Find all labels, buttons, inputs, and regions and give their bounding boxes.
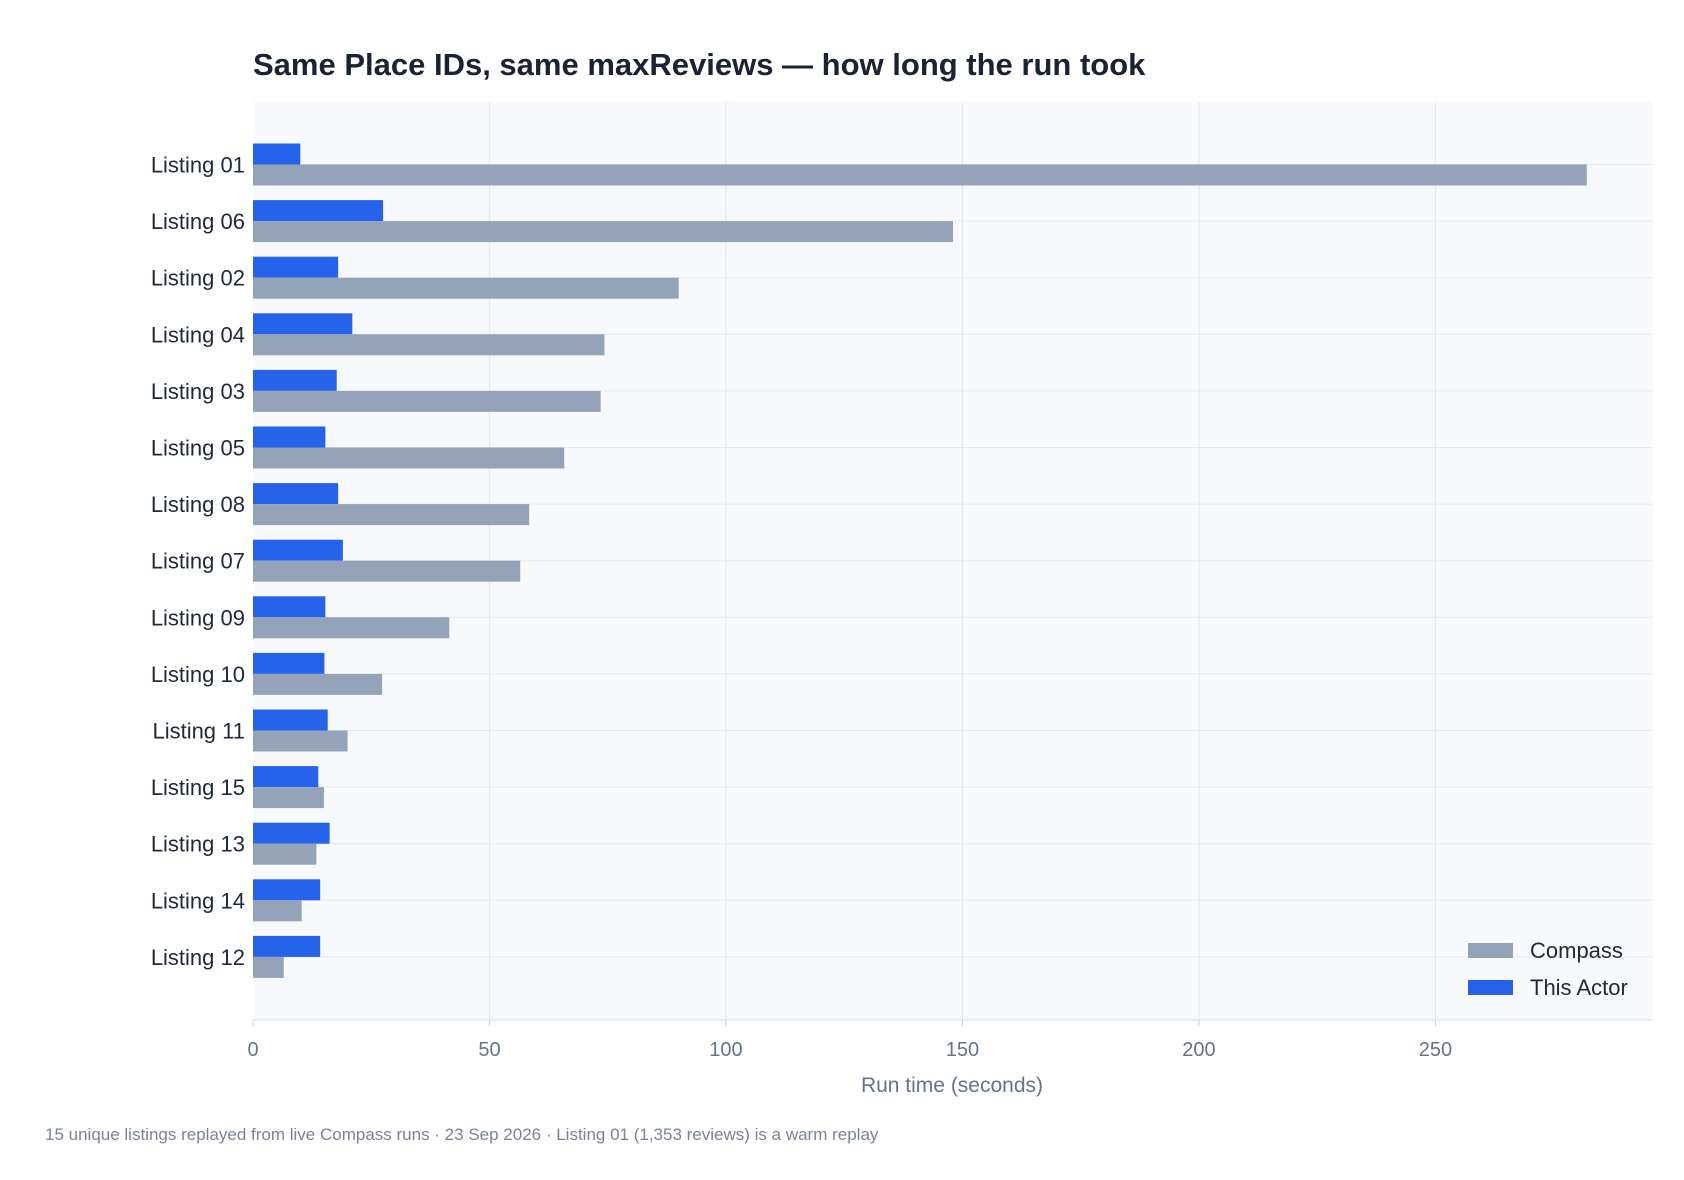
category-label: Listing 11	[152, 719, 245, 744]
bar-this-actor	[253, 596, 326, 618]
category-label: Listing 05	[151, 436, 245, 461]
category-label: Listing 08	[151, 492, 245, 517]
category-label: Listing 07	[151, 549, 245, 574]
bar-compass	[253, 504, 530, 526]
bar-this-actor	[253, 652, 325, 674]
bar-this-actor	[253, 426, 326, 448]
legend-swatch-this-actor	[1468, 980, 1513, 995]
x-axis-title: Run time (seconds)	[861, 1074, 1043, 1097]
category-label: Listing 09	[151, 605, 245, 630]
bar-compass	[253, 560, 521, 582]
bar-this-actor	[253, 766, 319, 788]
bar-this-actor	[253, 709, 328, 731]
bar-this-actor	[253, 539, 343, 561]
x-tick-label: 150	[946, 1039, 979, 1061]
footnote: 15 unique listings replayed from live Co…	[45, 1125, 879, 1144]
legend-swatch-compass	[1468, 943, 1513, 958]
bar-compass	[253, 787, 324, 809]
category-label: Listing 02	[151, 266, 245, 291]
bar-this-actor	[253, 313, 353, 335]
x-tick-label: 50	[478, 1039, 500, 1061]
bar-this-actor	[253, 256, 339, 278]
category-label: Listing 10	[151, 662, 245, 687]
bar-this-actor	[253, 200, 384, 222]
category-label: Listing 12	[151, 945, 245, 970]
x-tick-label: 200	[1182, 1039, 1215, 1061]
bar-compass	[253, 617, 450, 639]
category-label: Listing 03	[151, 379, 245, 404]
x-tick-label: 250	[1419, 1039, 1452, 1061]
bar-this-actor	[253, 822, 330, 844]
bar-compass	[253, 277, 679, 299]
bar-this-actor	[253, 879, 321, 901]
bar-compass	[253, 447, 565, 469]
bar-compass	[253, 900, 302, 922]
bar-compass	[253, 730, 348, 752]
bars	[253, 143, 1587, 978]
x-tick-label: 0	[247, 1039, 258, 1061]
legend: Compass This Actor	[1468, 938, 1628, 1000]
bar-compass	[253, 956, 284, 978]
bar-compass	[253, 164, 1587, 186]
bar-this-actor	[253, 143, 301, 165]
legend-label-this-actor: This Actor	[1530, 975, 1628, 1000]
bar-this-actor	[253, 483, 339, 505]
bar-compass	[253, 221, 953, 243]
bar-compass	[253, 334, 605, 356]
category-label: Listing 04	[151, 322, 245, 347]
bar-this-actor	[253, 935, 321, 957]
category-label: Listing 01	[151, 153, 245, 178]
bar-compass	[253, 673, 383, 695]
category-label: Listing 14	[151, 888, 245, 913]
category-label: Listing 15	[151, 775, 245, 800]
category-label: Listing 06	[151, 209, 245, 234]
legend-label-compass: Compass	[1530, 938, 1623, 963]
x-tick-label: 100	[709, 1039, 742, 1061]
category-labels: Listing 01 Listing 06 Listing 02 Listing 04…	[151, 153, 245, 970]
category-label: Listing 13	[151, 832, 245, 857]
bar-compass	[253, 843, 317, 865]
bar-this-actor	[253, 369, 337, 391]
chart-title: Same Place IDs, same maxReviews — how lo…	[253, 47, 1146, 82]
bar-compass	[253, 390, 601, 412]
x-axis-ticks: 0 50 100 150 200 250	[247, 1020, 1452, 1061]
